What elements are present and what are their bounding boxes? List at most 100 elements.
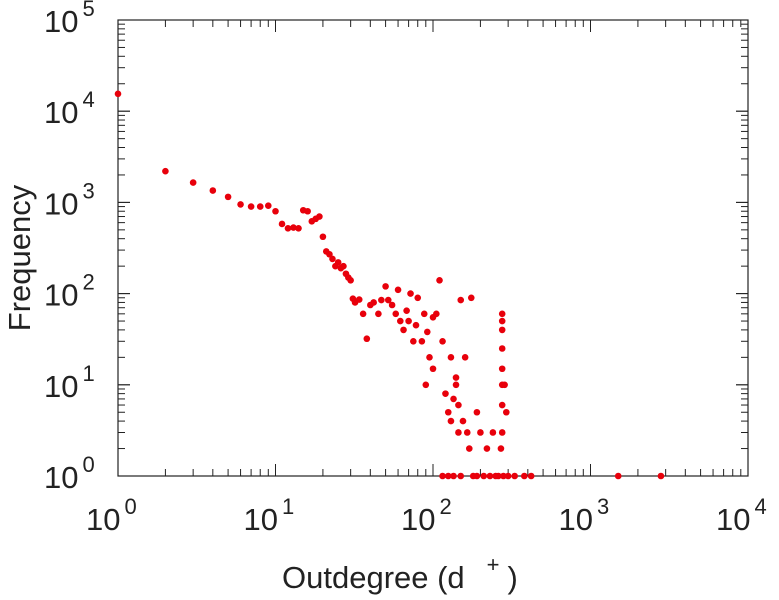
data-point	[450, 395, 457, 403]
data-point	[447, 417, 455, 425]
data-point	[418, 337, 426, 345]
data-point	[461, 354, 469, 361]
plot-frame	[117, 19, 749, 477]
data-point	[370, 299, 377, 306]
data-point	[224, 193, 232, 201]
data-point	[363, 335, 371, 343]
x-tick-label: 10 2	[401, 494, 452, 537]
data-point	[400, 326, 407, 334]
data-point	[436, 276, 443, 284]
data-point	[247, 203, 255, 210]
y-axis-title: Frequency	[2, 184, 37, 331]
data-point	[489, 429, 497, 436]
y-tick-label: 10 0	[44, 452, 95, 495]
data-point	[394, 286, 402, 294]
data-point	[326, 250, 333, 258]
data-point	[444, 472, 452, 480]
data-point	[614, 472, 622, 480]
x-tick-label: 10 3	[559, 494, 610, 537]
data-point	[422, 381, 430, 389]
data-point	[455, 429, 462, 436]
data-point	[501, 381, 508, 389]
data-point	[498, 365, 506, 373]
data-point	[480, 472, 488, 480]
y-tick-label: 10 5	[44, 0, 95, 39]
y-tick-label: 10 3	[44, 178, 95, 221]
data-point	[439, 337, 446, 345]
data-point	[521, 472, 528, 480]
data-point	[455, 401, 462, 409]
data-point	[467, 294, 475, 302]
y-tick-label: 10 2	[44, 270, 95, 313]
data-point	[414, 294, 422, 302]
data-point	[384, 296, 392, 304]
x-tick-label: 10 0	[86, 494, 137, 537]
data-point	[498, 345, 506, 352]
data-point	[189, 179, 197, 186]
data-point	[392, 310, 400, 318]
data-point	[382, 283, 389, 290]
data-point	[473, 472, 481, 480]
data-point	[412, 321, 420, 329]
data-point	[278, 220, 286, 228]
data-point	[284, 225, 292, 232]
data-point	[433, 310, 440, 318]
data-point	[359, 310, 367, 318]
data-point	[465, 445, 473, 452]
data-point	[426, 354, 433, 361]
data-point	[420, 310, 428, 318]
data-point	[304, 207, 311, 215]
data-point	[272, 207, 279, 215]
data-point	[388, 301, 396, 309]
data-point	[657, 472, 665, 480]
data-point	[447, 354, 455, 361]
data-point	[209, 187, 217, 194]
y-tick-label: 10 1	[44, 361, 95, 404]
data-point	[477, 429, 484, 436]
data-point	[347, 276, 354, 284]
data-point	[355, 296, 363, 303]
data-point	[502, 408, 510, 416]
data-point	[423, 328, 431, 336]
data-point	[492, 472, 499, 480]
data-point	[497, 445, 505, 452]
data-point	[463, 429, 471, 436]
data-points	[114, 90, 665, 480]
data-point	[378, 296, 385, 304]
minor-ticks	[117, 19, 749, 477]
data-point	[459, 417, 467, 425]
data-point	[500, 472, 507, 480]
x-tick-label: 10 1	[244, 494, 295, 537]
data-point	[162, 167, 169, 175]
data-point	[442, 390, 449, 397]
data-point	[407, 290, 414, 297]
data-point	[450, 472, 457, 480]
data-point	[237, 201, 244, 208]
data-point	[457, 472, 465, 480]
data-point	[473, 408, 481, 416]
data-point	[403, 307, 410, 314]
data-point	[316, 213, 323, 220]
data-point	[486, 472, 494, 480]
data-point	[429, 365, 437, 373]
data-point	[511, 472, 518, 480]
data-point	[295, 225, 302, 232]
data-point	[498, 310, 506, 318]
data-point	[452, 374, 460, 381]
data-point	[483, 445, 491, 452]
data-point	[452, 381, 460, 389]
data-point	[334, 259, 342, 266]
data-point	[498, 429, 506, 436]
data-point	[498, 401, 506, 409]
x-axis-title: Outdegree (d +)	[282, 552, 518, 595]
data-point	[410, 337, 417, 345]
data-point	[375, 310, 382, 318]
data-point	[527, 472, 535, 480]
data-point	[340, 262, 347, 270]
data-point	[498, 326, 506, 334]
data-point	[405, 317, 412, 325]
data-point	[504, 472, 512, 480]
